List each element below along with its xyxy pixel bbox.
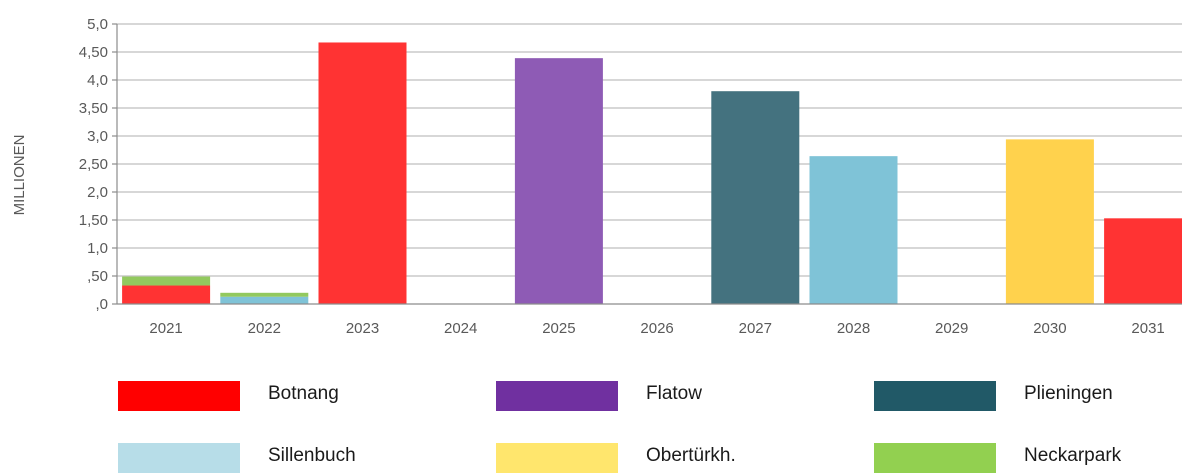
legend-swatch-oberturkh [496, 443, 618, 473]
y-tick-label: 1,50 [79, 212, 108, 229]
legend-swatch-neckarpark [874, 443, 996, 473]
x-tick-label: 2027 [739, 320, 772, 337]
bar-plieningen-2027 [711, 91, 800, 304]
y-tick-label: 2,0 [87, 184, 108, 201]
legend-swatch-plieningen [874, 381, 996, 411]
bar-botnang-2021 [122, 285, 211, 304]
x-tick-label: 2029 [935, 320, 968, 337]
x-tick-label: 2023 [346, 320, 379, 337]
y-tick-label: ,50 [87, 268, 108, 285]
x-tick-label: 2031 [1131, 320, 1164, 337]
gridlines [117, 23, 1182, 277]
y-tick-label: 5,0 [87, 16, 108, 33]
y-tick-label: ,0 [95, 296, 108, 313]
x-tick-label: 2028 [837, 320, 870, 337]
y-axis-label: MILLIONEN [11, 135, 28, 216]
legend-label-flatow: Flatow [646, 383, 702, 404]
y-tick-label: 1,0 [87, 240, 108, 257]
y-tick-label: 2,50 [79, 156, 108, 173]
bar-obert-rkh--2030 [1005, 139, 1094, 304]
x-tick-label: 2025 [542, 320, 575, 337]
legend-label-sillenbuch: Sillenbuch [268, 445, 356, 466]
legend-label-plieningen: Plieningen [1024, 383, 1113, 404]
x-tick-label: 2024 [444, 320, 477, 337]
y-tick-label: 4,0 [87, 72, 108, 89]
y-tick-label: 3,50 [79, 100, 108, 117]
bar-botnang-2031 [1104, 218, 1182, 304]
legend-swatch-botnang [118, 381, 240, 411]
bar-sillenbuch-2022 [220, 296, 309, 304]
bar-neckarpark-2021 [122, 276, 211, 286]
legend-label-neckarpark: Neckarpark [1024, 445, 1122, 466]
x-tick-label: 2026 [640, 320, 673, 337]
y-tick-label: 4,50 [79, 44, 108, 61]
axes [112, 23, 1182, 305]
bar-sillenbuch-2028 [809, 156, 898, 304]
bars [122, 42, 1182, 304]
x-tick-label: 2021 [149, 320, 182, 337]
bar-chart: ,0 ,50 1,0 1,50 2,0 2,50 3,0 3,50 4,0 4,50 5,0 202… [11, 16, 1182, 337]
legend-label-botnang: Botnang [268, 383, 339, 404]
bar-flatow-2025 [514, 58, 603, 304]
x-tick-label: 2030 [1033, 320, 1066, 337]
x-tick-labels: 2021 2022 2023 2024 2025 2026 2027 2028 2029 2030… [149, 320, 1164, 337]
bar-neckarpark-2022 [220, 292, 309, 297]
legend-swatch-sillenbuch [118, 443, 240, 473]
legend-label-oberturkh: Obertürkh. [646, 445, 736, 466]
y-tick-labels: ,0 ,50 1,0 1,50 2,0 2,50 3,0 3,50 4,0 4,50 5,0 [79, 16, 108, 313]
bar-botnang-2023 [318, 42, 407, 304]
y-tick-label: 3,0 [87, 128, 108, 145]
x-tick-label: 2022 [248, 320, 281, 337]
legend-swatch-flatow [496, 381, 618, 411]
